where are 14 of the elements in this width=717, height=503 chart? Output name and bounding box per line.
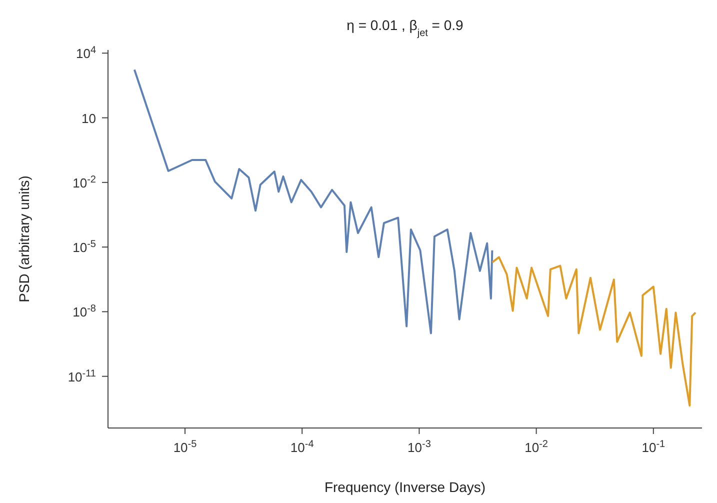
chart-title: η = 0.01 , β$_{jet}$ = 0.9	[346, 17, 464, 38]
x-tick-label: 10$^{-5}$	[173, 438, 198, 455]
x-tick-label: 10$^{-2}$	[524, 438, 548, 455]
x-tick-label: 10$^{-1}$	[642, 438, 666, 455]
y-axis-title: PSD (arbitrary units)	[16, 176, 32, 302]
y-tick-label: 10	[82, 110, 96, 126]
x-tick-label: 10$^{-4}$	[290, 438, 314, 455]
y-tick-label: 10$^{-5}$	[72, 238, 96, 256]
y-tick-label: 10$^{-2}$	[72, 174, 96, 190]
y-tick-label: 10$^{4}$	[76, 44, 96, 62]
y-tick-label: 10$^{-11}$	[68, 368, 96, 384]
x-axis-title: Frequency (Inverse Days)	[324, 479, 486, 495]
y-tick-label: 10$^{-8}$	[72, 303, 96, 320]
x-tick-label: 10$^{-3}$	[408, 438, 432, 455]
